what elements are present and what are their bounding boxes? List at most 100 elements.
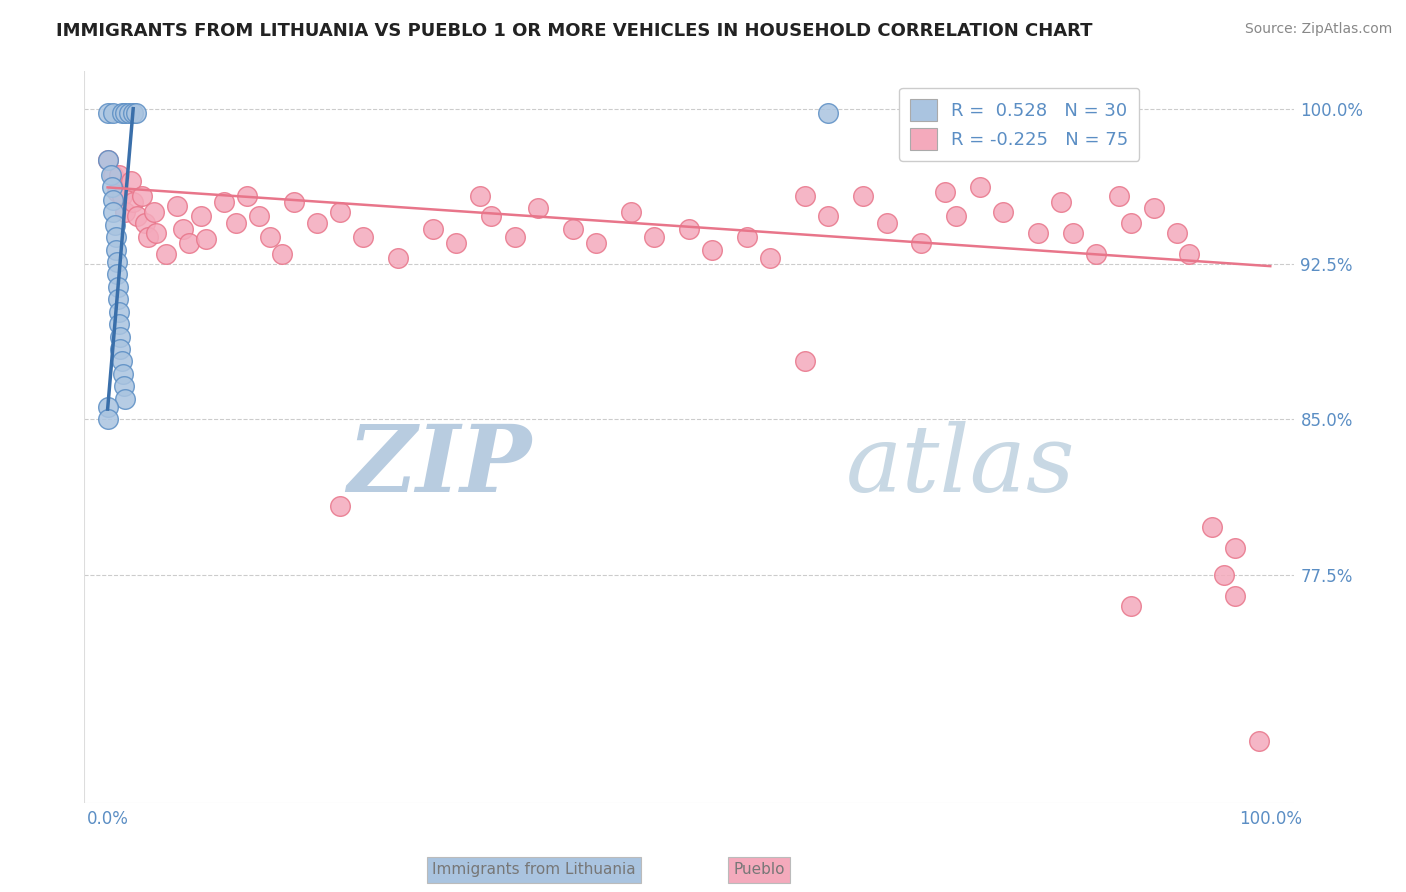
Point [852, 188, 875, 202]
Point [1201, 520, 1223, 534]
Point [145, 226, 167, 240]
Text: atlas: atlas [846, 421, 1076, 511]
Point [172, 222, 194, 236]
Point [794, 354, 817, 368]
Point [817, 105, 839, 120]
Point [105, 268, 128, 282]
Point [104, 243, 127, 257]
Point [247, 210, 270, 224]
Point [876, 216, 898, 230]
Point [1166, 226, 1188, 240]
Point [1119, 599, 1142, 613]
Point [114, 392, 136, 406]
Point [103, 168, 125, 182]
Point [177, 236, 200, 251]
Point [136, 230, 159, 244]
Point [1084, 246, 1107, 260]
Point [97, 412, 120, 426]
Point [468, 188, 491, 202]
Point [114, 105, 136, 120]
Point [105, 185, 128, 199]
Point [1247, 733, 1270, 747]
Point [352, 230, 374, 244]
Point [1212, 567, 1234, 582]
Point [111, 367, 134, 381]
Text: Source: ZipAtlas.com: Source: ZipAtlas.com [1244, 22, 1392, 37]
Point [1050, 194, 1073, 209]
Point [103, 205, 125, 219]
Point [225, 216, 247, 230]
Point [702, 243, 724, 257]
Point [259, 230, 281, 244]
Point [108, 304, 131, 318]
Point [585, 236, 607, 251]
Point [387, 251, 409, 265]
Point [735, 230, 758, 244]
Point [103, 193, 125, 207]
Point [620, 205, 643, 219]
Point [122, 194, 145, 209]
Point [131, 188, 153, 202]
Point [120, 174, 142, 188]
Point [759, 251, 782, 265]
Point [1119, 216, 1142, 230]
Point [110, 342, 132, 356]
Point [134, 216, 156, 230]
Point [108, 317, 131, 331]
Point [643, 230, 665, 244]
Point [110, 105, 132, 120]
Point [112, 379, 135, 393]
Point [1225, 541, 1247, 555]
Point [446, 236, 468, 251]
Point [110, 188, 132, 202]
Point [124, 105, 146, 120]
Point [97, 105, 120, 120]
Legend: R =  0.528   N = 30, R = -0.225   N = 75: R = 0.528 N = 30, R = -0.225 N = 75 [898, 87, 1139, 161]
Point [527, 201, 550, 215]
Text: IMMIGRANTS FROM LITHUANIA VS PUEBLO 1 OR MORE VEHICLES IN HOUSEHOLD CORRELATION : IMMIGRANTS FROM LITHUANIA VS PUEBLO 1 OR… [56, 22, 1092, 40]
Point [97, 153, 120, 168]
Point [991, 205, 1014, 219]
Point [305, 216, 328, 230]
Point [97, 400, 120, 414]
Point [479, 210, 502, 224]
Point [110, 329, 132, 343]
Point [422, 222, 444, 236]
Point [1062, 226, 1084, 240]
Point [122, 105, 145, 120]
Point [561, 222, 583, 236]
Point [155, 246, 177, 260]
Point [945, 210, 967, 224]
Text: Pueblo: Pueblo [734, 863, 785, 877]
Point [117, 105, 139, 120]
Point [910, 236, 932, 251]
Point [107, 293, 129, 307]
Point [1108, 188, 1130, 202]
Point [101, 180, 124, 194]
Point [817, 210, 839, 224]
Point [107, 280, 129, 294]
Point [329, 500, 352, 514]
Point [1178, 246, 1201, 260]
Point [1026, 226, 1049, 240]
Point [195, 232, 218, 246]
Point [110, 354, 132, 368]
Point [108, 168, 131, 182]
Point [283, 194, 305, 209]
Point [103, 105, 125, 120]
Point [104, 230, 127, 244]
Point [104, 218, 127, 232]
Text: ZIP: ZIP [347, 421, 531, 511]
Point [143, 205, 166, 219]
Point [1143, 201, 1166, 215]
Point [105, 255, 128, 269]
Point [503, 230, 526, 244]
Point [166, 199, 188, 213]
Point [794, 188, 817, 202]
Point [212, 194, 235, 209]
Point [114, 205, 136, 219]
Point [100, 168, 122, 182]
Point [97, 153, 120, 168]
Point [236, 188, 259, 202]
Point [1225, 589, 1247, 603]
